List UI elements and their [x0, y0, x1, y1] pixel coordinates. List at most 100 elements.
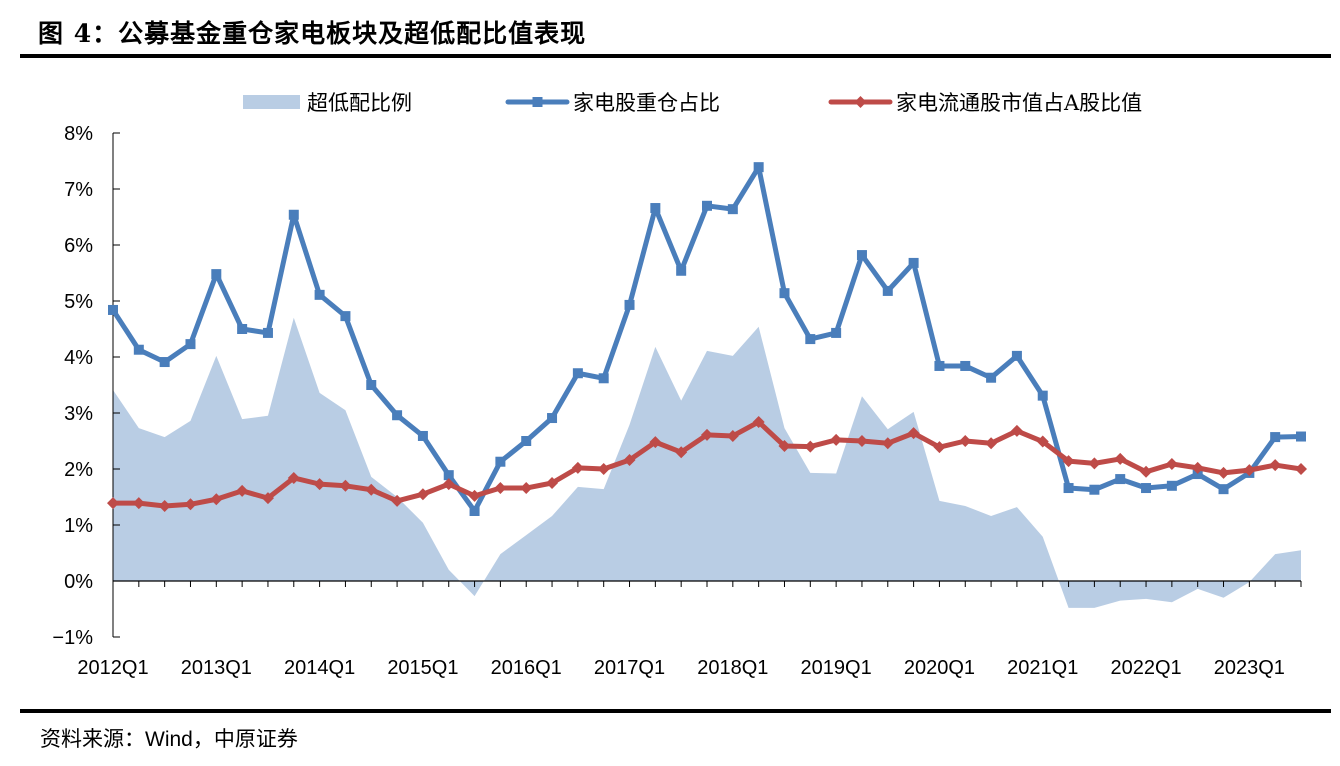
- axes: −1% 0% 1% 2% 3% 4% 5% 6% 7% 8% 2012Q1 2013Q1 2014Q1 2…: [52, 123, 1302, 679]
- y-tick-label: 8%: [64, 123, 93, 145]
- data-point-diamond: [804, 440, 817, 453]
- y-tick-label: 6%: [64, 235, 93, 257]
- data-point-square: [1141, 483, 1152, 494]
- data-point-square: [495, 456, 506, 467]
- data-point-diamond: [365, 483, 378, 496]
- y-tick-label: 5%: [64, 291, 93, 313]
- data-point-diamond: [442, 478, 455, 491]
- data-point-diamond: [236, 484, 249, 497]
- data-point-square: [856, 250, 867, 261]
- data-point-square: [753, 162, 764, 173]
- data-point-square: [1089, 484, 1100, 495]
- data-point-square: [960, 360, 971, 371]
- data-point-square: [340, 311, 351, 322]
- data-point-diamond: [701, 428, 713, 441]
- data-point-square: [314, 289, 325, 300]
- data-point-square: [1270, 432, 1281, 443]
- data-point-square: [1218, 484, 1229, 495]
- top-rule: [20, 54, 1331, 58]
- x-tick-label: 2021Q1: [1007, 657, 1078, 679]
- data-point-square: [521, 436, 532, 446]
- data-point-square: [1063, 483, 1074, 494]
- data-point-square: [624, 299, 635, 310]
- data-point-square: [392, 410, 403, 421]
- data-point-diamond: [1010, 424, 1023, 437]
- data-point-diamond: [1062, 455, 1075, 468]
- data-point-square: [727, 204, 738, 215]
- legend-label: 家电流通股市值占A股比值: [896, 91, 1142, 115]
- data-point-square: [1011, 350, 1022, 361]
- data-point-square: [805, 334, 816, 345]
- data-point-diamond: [210, 493, 223, 506]
- data-point-square: [1296, 431, 1306, 442]
- data-point-square: [934, 360, 945, 371]
- data-point-diamond: [184, 498, 197, 511]
- data-point-square: [1115, 474, 1126, 485]
- data-point-diamond: [287, 471, 300, 484]
- legend-swatch-area: [243, 95, 300, 109]
- data-point-diamond: [494, 482, 507, 495]
- data-point-square: [1192, 469, 1203, 480]
- data-point-diamond: [881, 437, 894, 450]
- data-point-square: [366, 380, 377, 390]
- data-point-diamond: [416, 488, 429, 501]
- data-point-square: [779, 288, 790, 299]
- data-point-diamond: [1140, 465, 1153, 478]
- data-point-diamond: [546, 477, 559, 489]
- x-tick-label: 2013Q1: [181, 657, 252, 679]
- data-point-square: [1037, 390, 1048, 401]
- bottom-rule: [20, 709, 1331, 713]
- data-point-square: [108, 304, 118, 315]
- data-point-square: [547, 413, 558, 424]
- data-point-diamond: [1165, 457, 1178, 470]
- data-point-square: [831, 327, 842, 338]
- x-tick-label: 2014Q1: [284, 657, 355, 679]
- x-tick-label: 2016Q1: [491, 657, 562, 679]
- data-point-diamond: [623, 454, 636, 467]
- y-tick-label: −1%: [52, 627, 93, 649]
- data-point-diamond: [1217, 466, 1230, 479]
- data-point-square: [417, 430, 428, 441]
- data-point-diamond: [959, 435, 972, 447]
- x-tick-label: 2020Q1: [904, 657, 975, 679]
- source-wind: Wind: [145, 728, 193, 751]
- area-layer: [113, 317, 1301, 608]
- data-point-diamond: [907, 427, 920, 440]
- y-tick-label: 3%: [64, 403, 93, 425]
- x-tick-label: 2012Q1: [77, 657, 148, 679]
- source-note: 资料来源：Wind，中原证券: [40, 723, 298, 753]
- data-point-diamond: [313, 478, 326, 491]
- data-point-square: [469, 506, 480, 516]
- x-tick-label: 2017Q1: [594, 657, 665, 679]
- data-point-diamond: [1036, 435, 1049, 448]
- area-series-ultra-low-ratio: [113, 317, 1301, 608]
- y-tick-label: 2%: [64, 459, 93, 481]
- data-point-square: [211, 269, 222, 280]
- data-point-square: [185, 339, 196, 350]
- data-point-square: [443, 470, 454, 481]
- data-point-diamond: [571, 461, 584, 474]
- y-tick-label: 0%: [64, 571, 93, 593]
- data-point-square: [650, 203, 661, 214]
- x-tick-label: 2015Q1: [387, 657, 458, 679]
- data-point-diamond: [520, 482, 533, 495]
- y-tick-label: 1%: [64, 515, 93, 537]
- legend-label: 超低配比例: [307, 91, 412, 115]
- data-point-diamond: [1191, 461, 1204, 474]
- x-tick-label: 2018Q1: [697, 657, 768, 679]
- data-point-diamond: [675, 446, 688, 459]
- legend-item: 家电股重仓占比: [505, 91, 720, 115]
- data-point-square: [986, 372, 997, 383]
- y-tick-label: 7%: [64, 179, 93, 201]
- y-tick-label: 4%: [64, 347, 93, 369]
- source-suffix: ，中原证券: [192, 727, 298, 751]
- data-point-square: [1166, 480, 1177, 491]
- data-point-diamond: [1114, 452, 1127, 465]
- data-point-diamond: [1088, 457, 1101, 470]
- data-point-diamond: [778, 440, 791, 453]
- data-point-diamond: [1295, 463, 1307, 475]
- x-tick-label: 2022Q1: [1110, 657, 1181, 679]
- data-point-diamond: [830, 433, 843, 446]
- data-point-diamond: [468, 489, 481, 502]
- legend-marker-diamond: [854, 96, 867, 108]
